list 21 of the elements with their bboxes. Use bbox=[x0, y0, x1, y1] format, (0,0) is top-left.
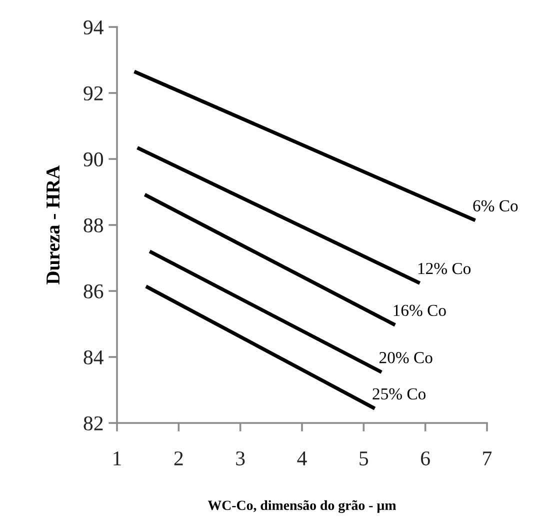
x-tick-label: 2 bbox=[174, 451, 183, 466]
x-axis-title: WC-Co, dimensão do grão - µm bbox=[208, 500, 396, 513]
y-tick-label: 84 bbox=[84, 350, 104, 364]
x-tick-label: 3 bbox=[236, 451, 245, 466]
y-tick-label: 94 bbox=[84, 20, 104, 34]
y-tick-label: 92 bbox=[84, 86, 103, 100]
series-label: 12% Co bbox=[418, 262, 471, 274]
series-label: 16% Co bbox=[394, 304, 446, 316]
x-tick-label: 6 bbox=[421, 451, 430, 466]
y-tick-label: 86 bbox=[84, 284, 104, 298]
series-label: 6% Co bbox=[473, 200, 518, 212]
x-tick-label: 4 bbox=[297, 452, 307, 466]
x-tick-label: 7 bbox=[483, 452, 492, 466]
y-axis-title: Dureza - HRA bbox=[46, 165, 60, 284]
y-tick-label: 88 bbox=[84, 218, 104, 232]
x-tick-label: 1 bbox=[114, 451, 121, 466]
series-label: 20% Co bbox=[380, 352, 432, 364]
series-label: 25% Co bbox=[372, 388, 426, 400]
y-tick-label: 90 bbox=[84, 152, 104, 166]
x-tick-label: 5 bbox=[360, 452, 368, 466]
y-tick-label: 82 bbox=[84, 416, 103, 430]
